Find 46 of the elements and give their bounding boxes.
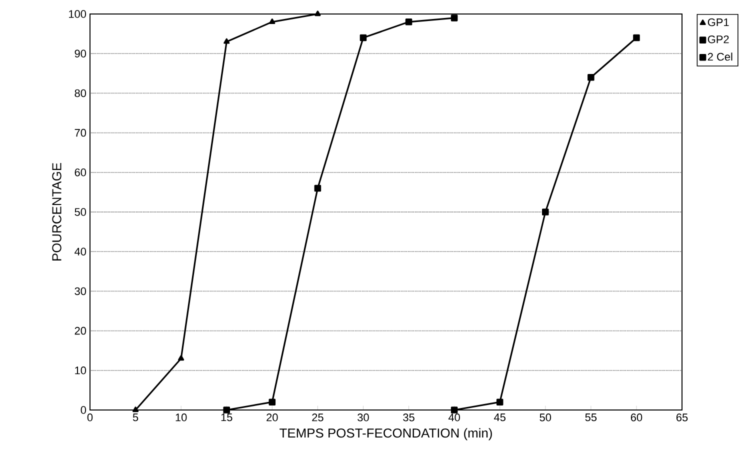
point [224,38,230,44]
x-tick-label: 25 [312,414,324,422]
point [178,355,184,361]
y-tick-label: 50 [74,208,86,216]
x-tick-label: 50 [540,414,552,422]
x-axis-title: TEMPS POST-FECONDATION (min) [280,428,492,440]
x-tick-label: 20 [266,414,278,422]
x-tick-label: 35 [403,414,414,422]
point [588,74,594,81]
x-tick-label: 65 [676,414,688,422]
x-tick-label: 55 [585,414,597,422]
point [314,10,321,16]
point [360,34,367,42]
y-tick-label: 60 [74,168,86,176]
y-tick-label: 0 [80,406,86,414]
x-tick-label: 45 [494,414,506,422]
point [450,14,458,22]
x-tick-label: 15 [221,414,232,422]
point [269,18,276,24]
y-tick-label: 70 [74,128,86,137]
point [314,184,322,192]
x-tick-label: 10 [176,414,187,422]
legend-label: GP2 [708,36,729,44]
point [405,18,412,26]
y-tick-label: 10 [75,366,86,374]
point [132,406,139,412]
point [542,208,549,216]
x-tick-label: 5 [132,414,138,422]
x-tick-label: 30 [358,414,369,422]
y-tick-label: 100 [69,10,86,18]
point [633,34,640,42]
y-tick-label: 40 [74,248,86,256]
point [450,406,458,414]
legend-label: GP1 [708,18,729,26]
x-tick-label: 40 [448,414,460,422]
y-axis-title: POURCENTAGE [52,163,62,260]
point [496,398,504,406]
point [268,398,276,406]
y-tick-label: 20 [74,326,86,335]
y-tick-label: 90 [74,50,86,58]
point [223,406,230,414]
legend-label: 2 Cel [708,52,732,61]
y-tick-label: 80 [74,89,86,98]
x-tick-label: 0 [87,414,93,422]
y-tick-label: 30 [74,287,86,296]
x-tick-label: 60 [630,414,642,422]
